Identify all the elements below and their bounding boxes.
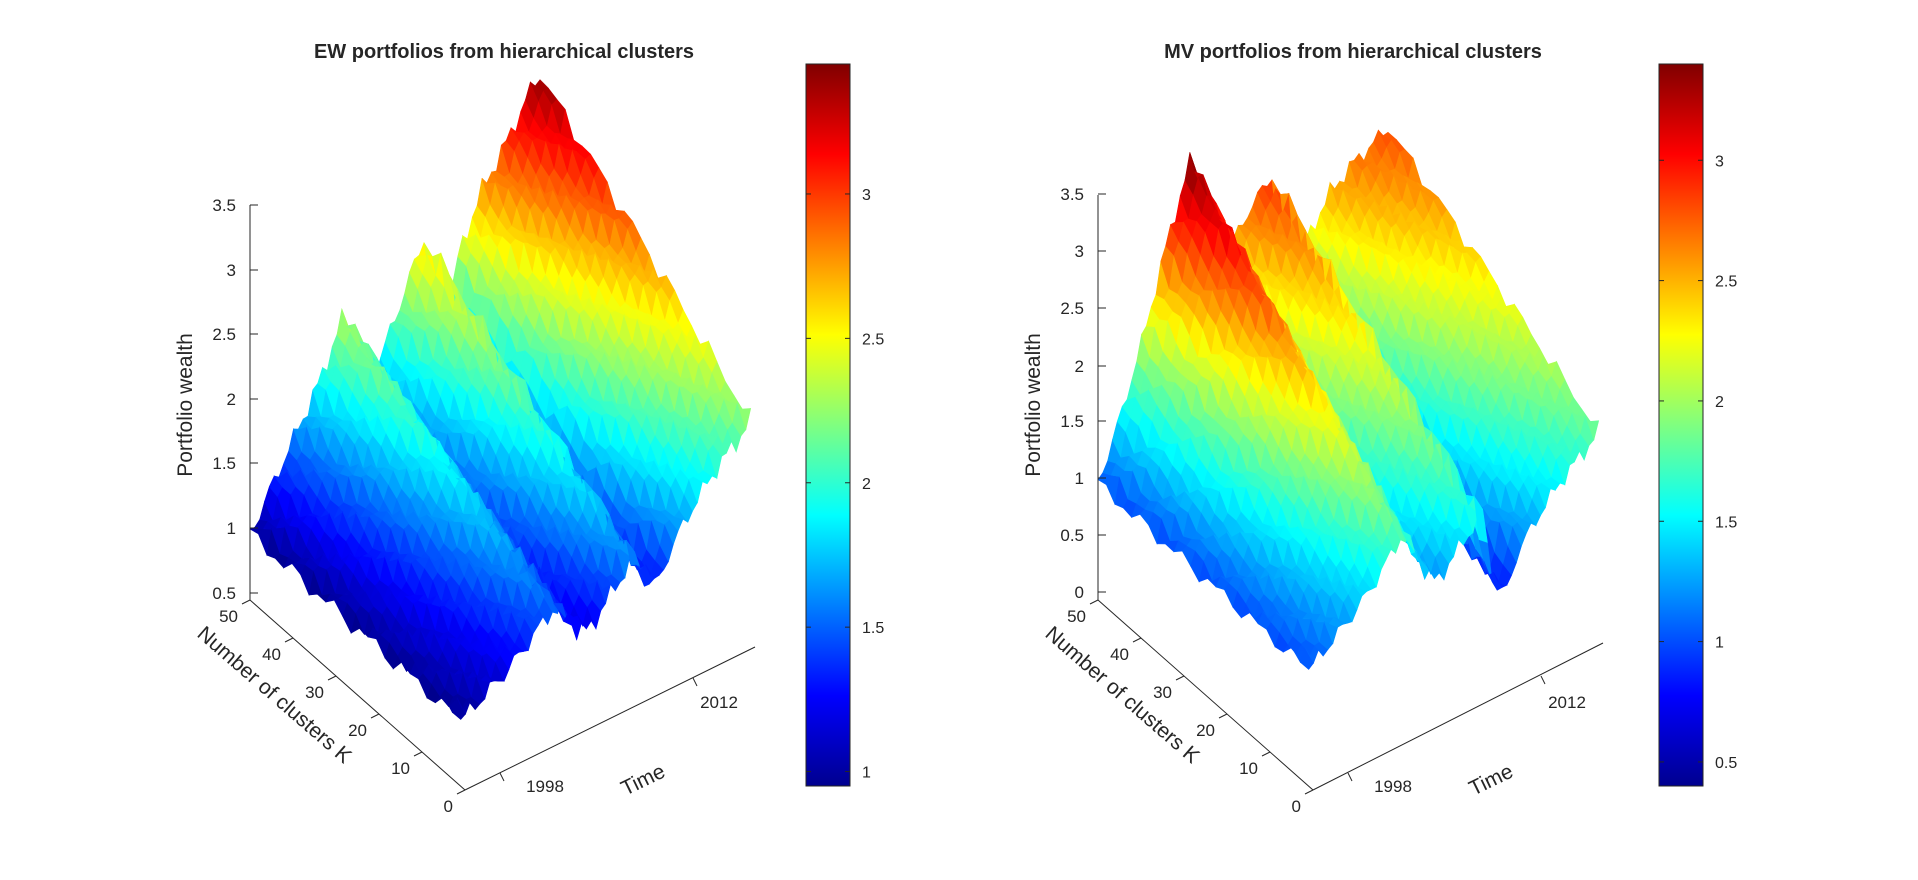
mv-y-tick — [1304, 789, 1314, 795]
mv-y-axis-line — [1097, 599, 1314, 791]
ew-x-tick-label: 1998 — [526, 777, 564, 796]
ew-y-tick-label: 10 — [391, 759, 410, 778]
ew-panel: EW portfolios from hierarchical clusters… — [174, 41, 884, 816]
ew-z-tick-label: 2 — [227, 390, 236, 409]
colorbar-tick-label: 2.5 — [862, 331, 884, 348]
mv-y-tick-label: 0 — [1292, 797, 1301, 816]
mv-colorbar: 0.5 1 1.5 2 2.5 3 — [1658, 63, 1737, 787]
mv-z-tick-label: 3 — [1075, 242, 1084, 261]
mv-z-tick-label: 1 — [1075, 469, 1084, 488]
mv-y-tick — [1089, 599, 1099, 605]
colorbar-tick-label: 2 — [1715, 394, 1724, 411]
mv-y-tick-label: 50 — [1067, 607, 1086, 626]
ew-y-tick-label: 0 — [444, 797, 453, 816]
ew-x-axis-line — [464, 646, 756, 791]
mv-y-tick — [1175, 675, 1185, 681]
mv-z-tick-label: 2 — [1075, 357, 1084, 376]
ew-z-tick-label: 1.5 — [212, 454, 236, 473]
ew-colorbar-ticks: 1 1.5 2 2.5 3 — [806, 187, 884, 782]
ew-y-tick — [413, 751, 423, 757]
mv-surface — [1097, 129, 1600, 670]
mv-x-tick — [1540, 675, 1546, 685]
ew-z-tick-label: 1 — [227, 519, 236, 538]
ew-y-tick-label: 40 — [262, 645, 281, 664]
ew-y-tick-label: 20 — [348, 721, 367, 740]
mv-y-tick — [1261, 751, 1271, 757]
mv-y-axis-label: Number of clusters K — [1041, 622, 1204, 768]
ew-y-tick-label: 30 — [305, 683, 324, 702]
mv-x-axis-label: Time — [1465, 760, 1516, 801]
ew-z-tick-label: 3.5 — [212, 196, 236, 215]
mv-z-tick-label: 0.5 — [1060, 526, 1084, 545]
mv-y-tick — [1218, 713, 1228, 719]
mv-z-tick-label: 1.5 — [1060, 412, 1084, 431]
mv-y-tick — [1132, 637, 1142, 643]
mv-z-tick-label: 2.5 — [1060, 299, 1084, 318]
mv-x-tick — [1347, 772, 1353, 782]
ew-y-tick — [241, 599, 251, 605]
colorbar-tick-label: 2 — [862, 476, 871, 493]
mv-colorbar-ticks: 0.5 1 1.5 2 2.5 3 — [1659, 153, 1737, 772]
ew-colorbar: 1 1.5 2 2.5 3 — [805, 63, 884, 787]
colorbar-tick-label: 2.5 — [1715, 274, 1737, 291]
ew-x-tick — [499, 772, 505, 782]
ew-z-tick-label: 3 — [227, 261, 236, 280]
mv-colorbar-gradient — [1658, 63, 1704, 787]
surface-patch — [1585, 415, 1600, 441]
mv-z-tick-label: 0 — [1075, 583, 1084, 602]
ew-z-tick-label: 0.5 — [212, 584, 236, 603]
ew-x-tick — [692, 677, 698, 687]
colorbar-tick-label: 1 — [862, 765, 871, 782]
ew-surface — [249, 79, 752, 720]
ew-colorbar-gradient — [805, 63, 851, 787]
ew-y-tick — [284, 637, 294, 643]
colorbar-tick-label: 3 — [862, 187, 871, 204]
mv-y-tick-label: 20 — [1196, 721, 1215, 740]
ew-y-tick-label: 50 — [219, 607, 238, 626]
mv-chart-title: MV portfolios from hierarchical clusters — [1164, 41, 1542, 63]
surface-patch — [737, 402, 752, 431]
mv-y-tick-label: 40 — [1110, 645, 1129, 664]
ew-y-tick — [456, 789, 466, 795]
ew-z-tick-label: 2.5 — [212, 325, 236, 344]
mv-z-tick-label: 3.5 — [1060, 185, 1084, 204]
colorbar-tick-label: 1 — [1715, 635, 1724, 652]
ew-x-axis-label: Time — [617, 760, 668, 801]
mv-x-axis-line — [1312, 642, 1604, 791]
mv-y-tick-label: 30 — [1153, 683, 1172, 702]
colorbar-tick-label: 1.5 — [862, 620, 884, 637]
ew-y-tick — [370, 713, 380, 719]
ew-x-tick-label: 2012 — [700, 693, 738, 712]
ew-chart-title: EW portfolios from hierarchical clusters — [314, 41, 694, 63]
ew-y-axis-line — [249, 599, 466, 791]
colorbar-tick-label: 1.5 — [1715, 514, 1737, 531]
colorbar-tick-label: 0.5 — [1715, 755, 1737, 772]
colorbar-tick-label: 3 — [1715, 153, 1724, 170]
mv-panel: MV portfolios from hierarchical clusters… — [1022, 41, 1737, 816]
ew-y-tick — [327, 675, 337, 681]
mv-y-tick-label: 10 — [1239, 759, 1258, 778]
ew-y-axis-label: Number of clusters K — [193, 622, 356, 768]
mv-x-tick-label: 1998 — [1374, 777, 1412, 796]
ew-z-axis-label: Portfolio wealth — [174, 333, 197, 477]
mv-x-tick-label: 2012 — [1548, 693, 1586, 712]
mv-z-axis-label: Portfolio wealth — [1022, 333, 1045, 477]
